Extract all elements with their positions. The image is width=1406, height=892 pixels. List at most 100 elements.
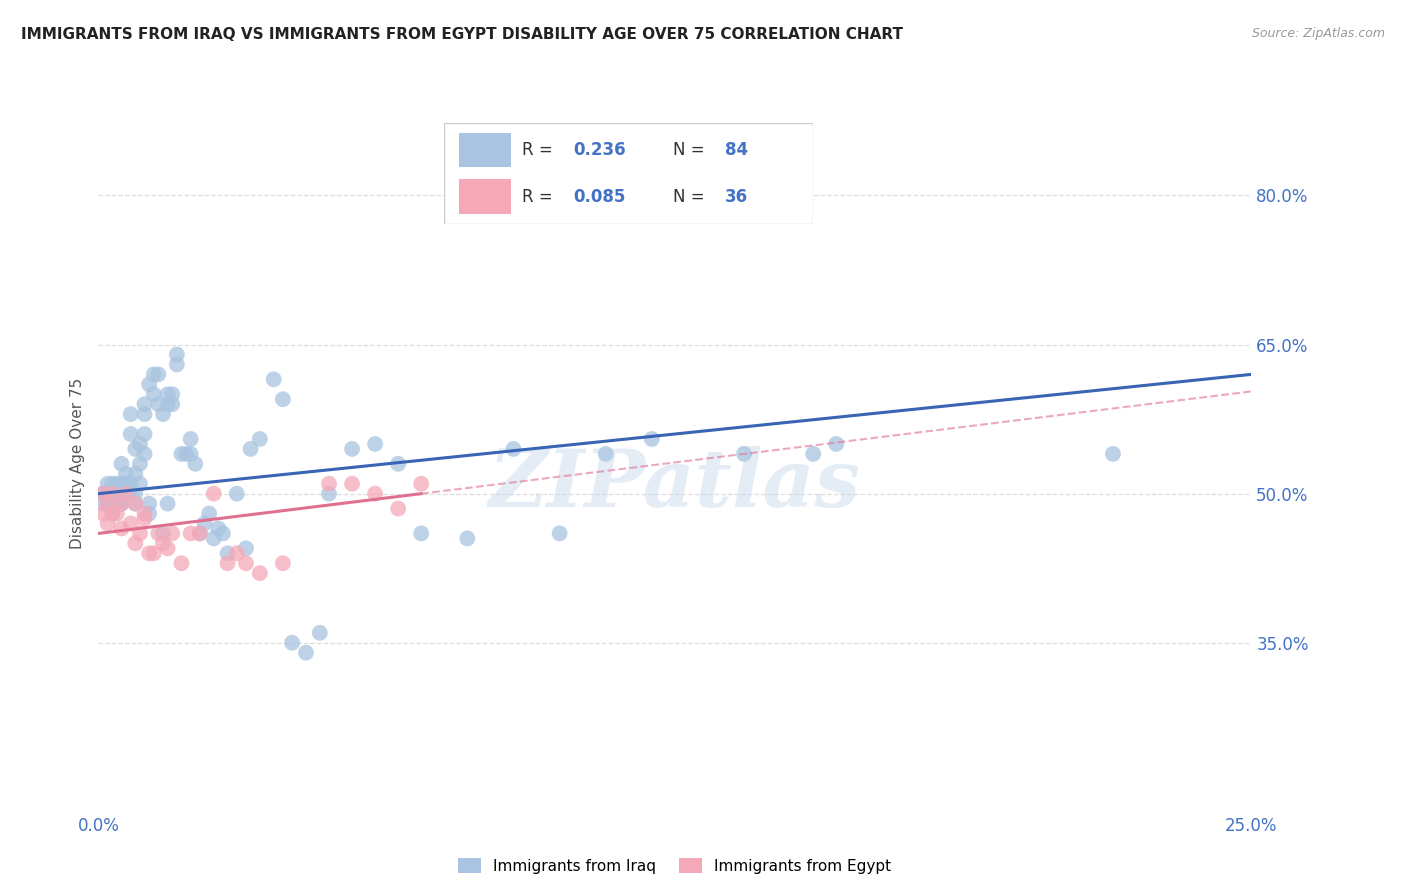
Point [281,636,304,650]
Point [249,566,271,581]
Legend: Immigrants from Iraq, Immigrants from Egypt: Immigrants from Iraq, Immigrants from Eg… [453,852,897,880]
Point [249,432,271,446]
Point [170,556,193,570]
Point [160,526,183,541]
Point [124,497,146,511]
Point [548,526,571,541]
Point [101,507,124,521]
Point [340,442,363,456]
Point [134,427,156,442]
Point [120,407,142,421]
Point [110,497,132,511]
Point [120,427,142,442]
Point [91,486,114,500]
Point [129,437,152,451]
Point [115,486,138,500]
Point [129,457,152,471]
Text: IMMIGRANTS FROM IRAQ VS IMMIGRANTS FROM EGYPT DISABILITY AGE OVER 75 CORRELATION: IMMIGRANTS FROM IRAQ VS IMMIGRANTS FROM … [21,27,903,42]
Point [202,486,225,500]
Point [152,407,174,421]
Point [152,536,174,550]
Point [138,377,160,392]
Point [295,646,318,660]
Point [97,497,120,511]
Point [134,447,156,461]
Point [156,541,179,556]
Point [120,516,142,531]
Point [115,467,138,481]
Point [156,397,179,411]
Point [364,437,387,451]
Point [180,447,202,461]
Point [235,541,257,556]
Point [456,532,478,546]
Text: Source: ZipAtlas.com: Source: ZipAtlas.com [1251,27,1385,40]
Point [110,476,132,491]
Point [225,486,247,500]
Point [120,476,142,491]
Point [225,546,247,560]
Point [134,397,156,411]
Point [160,397,183,411]
Point [166,358,188,372]
Point [733,447,755,461]
Point [97,476,120,491]
Point [825,437,848,451]
Point [387,501,409,516]
Point [174,447,197,461]
Point [263,372,285,386]
Point [138,497,160,511]
Point [134,511,156,525]
Y-axis label: Disability Age Over 75: Disability Age Over 75 [70,378,86,549]
Point [198,507,221,521]
Point [156,497,179,511]
Point [148,397,170,411]
Point [124,467,146,481]
Point [110,457,132,471]
Point [184,457,207,471]
Point [239,442,262,456]
Point [411,526,433,541]
Point [138,507,160,521]
Point [387,457,409,471]
Point [105,507,128,521]
Point [217,556,239,570]
Text: ZIPatlas: ZIPatlas [489,446,860,524]
Point [212,526,235,541]
Point [152,526,174,541]
Point [91,507,114,521]
Point [308,625,330,640]
Point [97,486,120,500]
Point [340,476,363,491]
Point [129,476,152,491]
Point [595,447,617,461]
Point [105,486,128,500]
Point [202,532,225,546]
Point [170,447,193,461]
Point [180,432,202,446]
Point [138,546,160,560]
Point [502,442,524,456]
Point [180,526,202,541]
Point [166,347,188,361]
Point [115,476,138,491]
Point [97,497,120,511]
Point [101,486,124,500]
Point [148,368,170,382]
Point [235,556,257,570]
Point [641,432,664,446]
Point [134,507,156,521]
Point [193,516,215,531]
Point [124,497,146,511]
Point [188,526,211,541]
Point [160,387,183,401]
Point [97,516,120,531]
Point [110,497,132,511]
Point [129,526,152,541]
Point [101,507,124,521]
Point [124,486,146,500]
Point [120,486,142,500]
Point [1102,447,1125,461]
Point [101,476,124,491]
Point [124,536,146,550]
